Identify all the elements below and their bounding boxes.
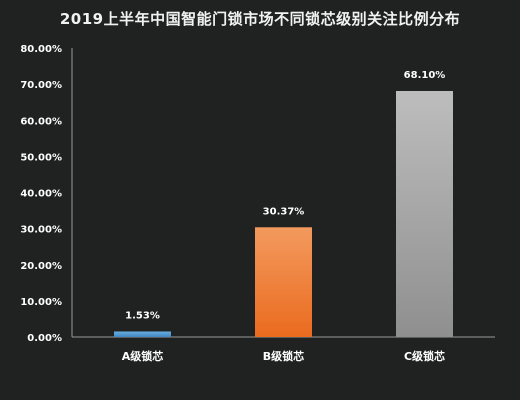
y-tick-label: 10.00% [20, 297, 62, 308]
y-tick-label: 70.00% [20, 80, 62, 91]
chart-title: 2019上半年中国智能门锁市场不同锁芯级别关注比例分布 [59, 10, 461, 28]
y-tick-label: 40.00% [20, 189, 62, 200]
bars [114, 90, 453, 338]
y-tick-label: 0.00% [27, 333, 62, 344]
data-label: 1.53% [125, 310, 160, 321]
bar [114, 331, 171, 337]
x-category-label: B级锁芯 [263, 349, 304, 363]
y-tick-label: 60.00% [20, 116, 62, 127]
bar [255, 227, 312, 337]
data-labels: 1.53% 30.37% 68.10% [125, 70, 445, 321]
x-category-label: C级锁芯 [404, 349, 445, 363]
data-label: 68.10% [404, 70, 446, 81]
x-axis: A级锁芯 B级锁芯 C级锁芯 [72, 336, 495, 363]
y-tick-label: 20.00% [20, 261, 62, 272]
y-tick-label: 30.00% [20, 225, 62, 236]
x-category-label: A级锁芯 [122, 349, 164, 363]
bar [396, 90, 453, 338]
y-tick-label: 80.00% [20, 44, 62, 55]
y-tick-label: 50.00% [20, 152, 62, 163]
y-axis: 0.00% 10.00% 20.00% 30.00% 40.00% 50.00% 60.00… [20, 44, 73, 344]
data-label: 30.37% [263, 206, 305, 217]
